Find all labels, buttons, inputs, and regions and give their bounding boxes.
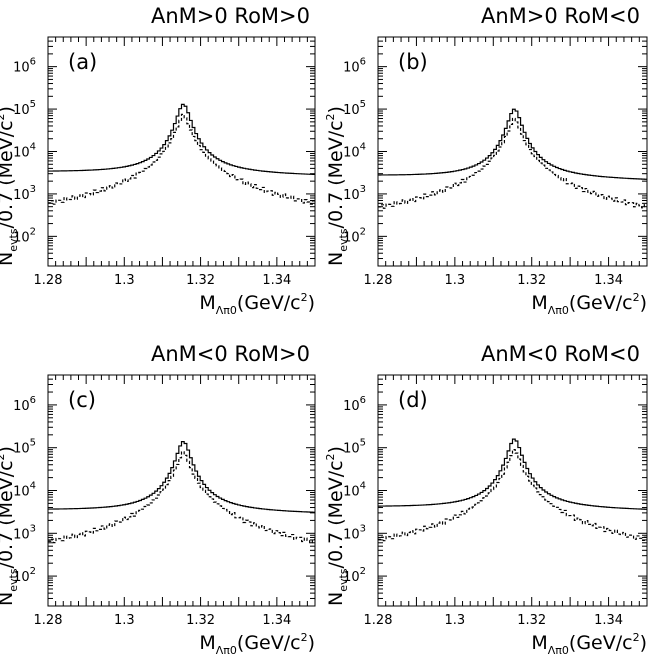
y-tick-label: 106 (13, 395, 36, 414)
x-axis-title: MΛπ0(GeV/c2) (199, 631, 315, 654)
series-dashed-line (378, 449, 647, 542)
panel-title: AnM<0 RoM<0 (481, 342, 640, 366)
x-tick-label: 1.34 (594, 273, 623, 288)
panel-d: AnM<0 RoM<0(d)1.28 1.3 1.32 1.3410210310410… (324, 342, 648, 654)
y-tick-label: 106 (343, 395, 366, 414)
series-solid-line (48, 103, 315, 176)
x-tick-label: 1.3 (114, 613, 135, 628)
x-tick-label: 1.3 (445, 273, 466, 288)
x-tick-label: 1.3 (114, 273, 135, 288)
x-tick-label: 1.32 (186, 273, 215, 288)
x-axis-title: MΛπ0(GeV/c2) (531, 291, 647, 317)
x-tick-label: 1.28 (364, 613, 393, 628)
series-solid-line (378, 108, 647, 180)
x-tick-label: 1.32 (186, 613, 215, 628)
panel-b: AnM>0 RoM<0(b)1.28 1.3 1.32 1.3410210310410… (324, 4, 648, 317)
x-tick-label: 1.32 (517, 273, 546, 288)
series-dashed-line (48, 451, 315, 544)
x-tick-label: 1.28 (34, 273, 63, 288)
x-tick-label: 1.3 (445, 613, 466, 628)
series-solid-line (378, 438, 647, 510)
panel-label: (d) (398, 388, 428, 412)
x-axis-title: MΛπ0(GeV/c2) (199, 291, 315, 317)
panel-c: AnM<0 RoM>0(c)1.28 1.3 1.32 1.3410210310410… (0, 342, 316, 654)
panel-title: AnM>0 RoM<0 (481, 4, 640, 28)
panel-a: AnM>0 RoM>0(a)1.28 1.3 1.32 1.3410210310410… (0, 4, 316, 317)
x-tick-label: 1.34 (594, 613, 623, 628)
panel-label: (a) (68, 50, 97, 74)
y-tick-label: 106 (343, 57, 366, 76)
y-axis-title: Nevts/0.7 (MeV/c2) (324, 106, 350, 266)
series-dashed-line (378, 117, 647, 209)
y-tick-label: 106 (13, 57, 36, 76)
y-axis-title: Nevts/0.7 (MeV/c2) (0, 106, 20, 266)
panel-title: AnM>0 RoM>0 (151, 4, 310, 28)
y-axis-title: Nevts/0.7 (MeV/c2) (324, 446, 350, 606)
panel-label: (c) (68, 388, 96, 412)
series-solid-line (48, 441, 315, 513)
y-axis-title: Nevts/0.7 (MeV/c2) (0, 446, 20, 606)
series-dashed-line (48, 113, 315, 205)
x-tick-label: 1.34 (262, 273, 291, 288)
x-axis-title: MΛπ0(GeV/c2) (531, 631, 647, 654)
x-tick-label: 1.28 (364, 273, 393, 288)
x-tick-label: 1.32 (517, 613, 546, 628)
x-tick-label: 1.28 (34, 613, 63, 628)
panel-label: (b) (398, 50, 428, 74)
panel-title: AnM<0 RoM>0 (151, 342, 310, 366)
x-tick-label: 1.34 (262, 613, 291, 628)
